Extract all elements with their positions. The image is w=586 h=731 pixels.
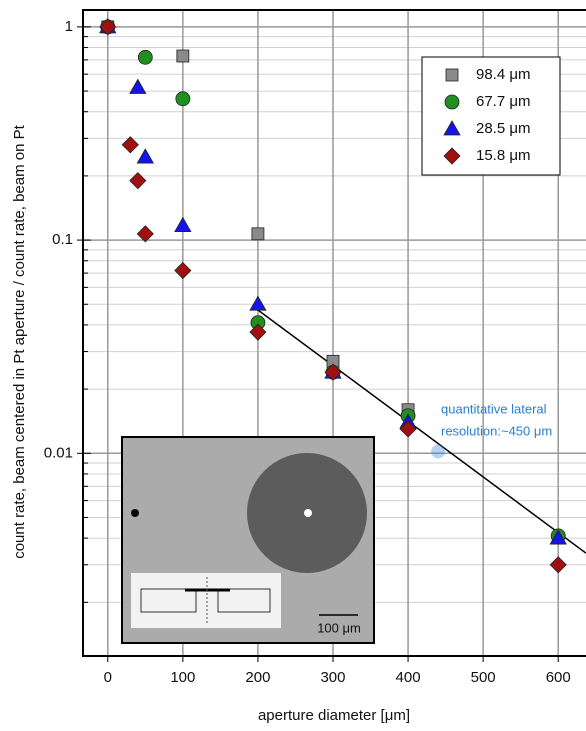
marker: [399, 420, 417, 438]
x-tick-label: 600: [546, 669, 571, 686]
x-tick-label: 100: [170, 669, 195, 686]
x-tick-label: 300: [320, 669, 345, 686]
marker: [251, 227, 265, 241]
axis-frame: [82, 9, 586, 657]
y-tick-label: 0.1: [52, 231, 73, 248]
inset-dot: [131, 509, 139, 517]
marker: [136, 148, 155, 164]
annotation-text: quantitative lateral: [441, 401, 547, 416]
inset-schematic-part: [140, 588, 197, 613]
legend-label: 28.5 μm: [476, 120, 531, 137]
y-axis-label: count rate, beam centered in Pt aperture…: [11, 124, 28, 558]
annotation-dot: [431, 444, 446, 459]
fit-line: [257, 309, 586, 554]
marks: [99, 18, 586, 574]
marker: [175, 91, 191, 107]
marker: [137, 49, 153, 65]
legend-marker: [445, 68, 459, 82]
marker: [99, 18, 117, 36]
x-tick-label: 500: [471, 669, 496, 686]
marker: [121, 136, 139, 154]
legend-marker: [443, 120, 461, 136]
scale-label: 100 μm: [317, 620, 361, 635]
x-axis-label: aperture diameter [μm]: [258, 707, 410, 724]
x-tick-label: 400: [396, 669, 421, 686]
inset-dot: [304, 509, 312, 517]
legend-marker: [444, 94, 460, 110]
legend-label: 15.8 μm: [476, 147, 531, 164]
x-tick-label: 200: [245, 669, 270, 686]
marker: [136, 225, 154, 243]
y-tick-label: 1: [65, 18, 73, 35]
x-tick-label: 0: [104, 669, 112, 686]
marker: [549, 529, 567, 545]
marker: [249, 295, 267, 311]
marker: [324, 363, 342, 381]
marker: [174, 261, 192, 280]
annotation-text: resolution:~450 μm: [441, 423, 552, 438]
marker: [129, 172, 147, 190]
legend-marker: [443, 147, 461, 165]
marker: [176, 49, 190, 63]
marker: [249, 323, 267, 341]
inset-schematic: [131, 573, 281, 628]
marker: [174, 216, 192, 232]
legend-label: 67.7 μm: [476, 93, 531, 110]
marker: [129, 78, 147, 94]
inset: 100 μm: [121, 436, 375, 644]
legend-label: 98.4 μm: [476, 66, 531, 83]
inset-schematic-part: [217, 588, 271, 613]
y-tick-label: 0.01: [44, 444, 73, 461]
marker: [549, 556, 567, 574]
